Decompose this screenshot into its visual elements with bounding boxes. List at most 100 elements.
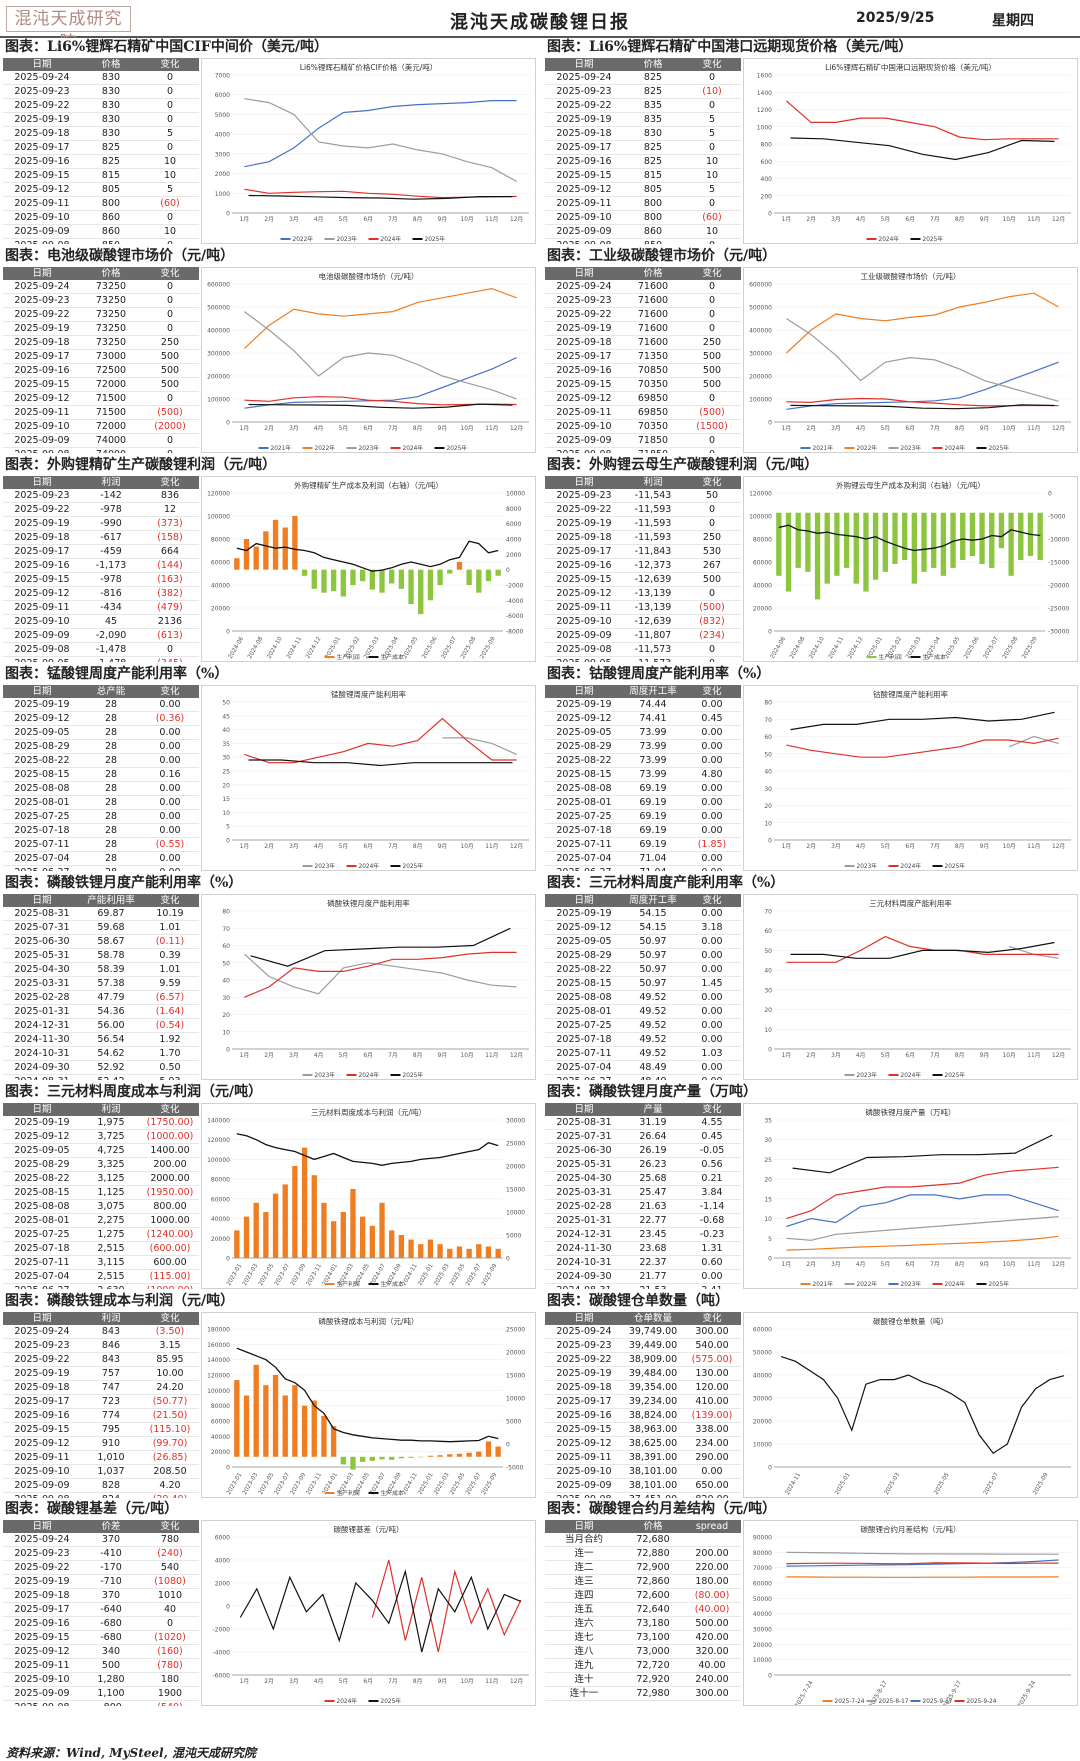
y-tick-label: 40000 <box>211 583 230 590</box>
table-cell: 2025-09-09 <box>545 1478 623 1493</box>
table-row: 2025-06-30 58.67 (0.11) <box>3 934 199 949</box>
table-row: 2025-07-25 49.52 0.00 <box>545 1018 741 1033</box>
table-cell: 2025-09-08 <box>545 642 623 657</box>
table-cell: 2025-09-16 <box>3 363 81 378</box>
table-cell: 1,280 <box>81 1672 141 1687</box>
table-cell: 0.00 <box>683 948 741 963</box>
table-cell: (158) <box>141 530 199 545</box>
table-cell: 71600 <box>623 307 683 322</box>
profit-bar <box>466 1452 472 1457</box>
table-cell: 0.00 <box>141 851 199 866</box>
table-cell: 200.00 <box>141 1157 199 1172</box>
table-cell: 2025-09-10 <box>545 614 623 629</box>
table-cell: 2025-07-25 <box>545 1018 623 1033</box>
table-row: 2025-09-11 69850 (500) <box>545 405 741 420</box>
y-tick-label: 160000 <box>207 1342 230 1349</box>
table-cell: -11,843 <box>623 544 683 559</box>
table-row: 2025-04-30 58.39 1.01 <box>3 962 199 977</box>
table-header-cell: 变化 <box>683 1103 741 1116</box>
table-row: 2025-09-19 71600 0 <box>545 321 741 336</box>
x-tick-label: 4月 <box>856 425 866 432</box>
table-cell: 72,680 <box>623 1533 683 1547</box>
table-cell: 1,125 <box>81 1185 141 1200</box>
brand-logo: 混沌天成研究院 <box>6 6 131 53</box>
table-cell: 2025-09-15 <box>3 1630 81 1645</box>
table-cell: 234.00 <box>683 1436 741 1451</box>
table-cell: -0.23 <box>683 1227 741 1242</box>
table-row: 2025-09-23 830 0 <box>3 84 199 99</box>
x-tick-label: 2025-09 <box>481 1472 498 1496</box>
table-row: 连八 73,000 320.00 <box>545 1644 741 1659</box>
table-row: 2024-11-30 23.68 1.31 <box>545 1241 741 1256</box>
table-cell: 757 <box>81 1366 141 1381</box>
table-cell: -12,639 <box>623 572 683 587</box>
table-cell: (160) <box>141 1644 199 1659</box>
table-cell: 2025-09-19 <box>3 1574 81 1589</box>
table-row: 2025-08-01 28 0.00 <box>3 795 199 810</box>
panel-title: 图表：碳酸锂基差（元/吨） <box>5 1501 179 1517</box>
table-cell: 2025-04-30 <box>545 1171 623 1186</box>
profit-bar <box>418 569 424 615</box>
table-row: 2025-09-24 370 780 <box>3 1533 199 1547</box>
x-tick-label: 6月 <box>363 843 373 850</box>
table-cell: 23.45 <box>623 1227 683 1242</box>
table-cell: 2025-09-23 <box>3 1338 81 1353</box>
x-tick-label: 7月 <box>930 843 940 850</box>
table-cell: 0.00 <box>683 1004 741 1019</box>
table-cell: 843 <box>81 1352 141 1367</box>
x-tick-label: 8月 <box>955 1052 965 1059</box>
x-tick-label: 4月 <box>314 1052 324 1059</box>
table-cell: 74000 <box>81 447 141 453</box>
table-row: 2025-09-24 830 0 <box>3 71 199 85</box>
table-row: 2025-09-10 38,101.00 0.00 <box>545 1464 741 1479</box>
table-cell: 22.37 <box>623 1255 683 1270</box>
table-row: 2025-09-088500 <box>545 238 741 244</box>
series-line <box>244 99 517 168</box>
x-tick-label: 9月 <box>438 425 448 432</box>
table-cell: 2025-09-12 <box>545 586 623 601</box>
x-tick-label: 2023-11 <box>306 1472 323 1496</box>
table-cell: 71350 <box>623 349 683 364</box>
table-cell: 0 <box>683 447 741 453</box>
x-tick-label: 6月 <box>363 1052 373 1059</box>
table-cell: 2025-09-12 <box>3 586 81 601</box>
table-row: 2025-08-29 28 0.00 <box>3 739 199 754</box>
table-cell: 73250 <box>81 307 141 322</box>
x-tick-label: 12月 <box>510 1678 523 1685</box>
table-row: 2025-09-19 54.15 0.00 <box>545 907 741 921</box>
table-cell: (832) <box>683 614 741 629</box>
y-tick-label: 60 <box>222 943 230 950</box>
table-header-row: 日期 利润 变化 <box>3 1312 199 1325</box>
table-cell: 28 <box>81 711 141 726</box>
table-cell: 0.00 <box>683 753 741 768</box>
table-cell: 0.21 <box>683 1171 741 1186</box>
table-cell: 58.67 <box>81 934 141 949</box>
legend-label: 2025年 <box>425 235 446 243</box>
table-header-row: 日期 仓单数量 变化 <box>545 1312 741 1325</box>
table-cell: 664 <box>141 544 199 559</box>
x-tick-label: 2023-05 <box>258 1472 275 1496</box>
table-cell: 2025-09-08 <box>3 447 81 453</box>
x-tick-label: 2025-09 <box>481 1263 498 1287</box>
table-cell: 0 <box>683 586 741 601</box>
y2-tick-label: 25000 <box>506 1327 525 1334</box>
table-row: 2025-09-10 860 0 <box>3 210 199 225</box>
table-row: 2025-07-31 26.64 0.45 <box>545 1129 741 1144</box>
table-row: 2025-09-12 -13,139 0 <box>545 586 741 601</box>
table-cell: 5 <box>683 126 741 141</box>
table-header-cell: 变化 <box>683 58 741 71</box>
x-tick-label: 4月 <box>314 843 324 850</box>
profit-bar <box>785 512 792 592</box>
table-cell: 71850 <box>623 433 683 448</box>
profit-bar <box>456 562 463 570</box>
legend-label: 2024年 <box>359 862 380 870</box>
table-header-cell: 总产能 <box>81 685 141 698</box>
table-cell: 10 <box>683 224 741 239</box>
table-cell: 0 <box>683 391 741 406</box>
y-tick-label: 20000 <box>211 1236 230 1243</box>
table-row: 2025-09-11 500 (780) <box>3 1658 199 1673</box>
table-header-cell: 日期 <box>3 1312 81 1325</box>
table-cell: 0.45 <box>683 1129 741 1144</box>
series-line <box>244 98 517 183</box>
table-header-cell: 日期 <box>3 1520 81 1533</box>
